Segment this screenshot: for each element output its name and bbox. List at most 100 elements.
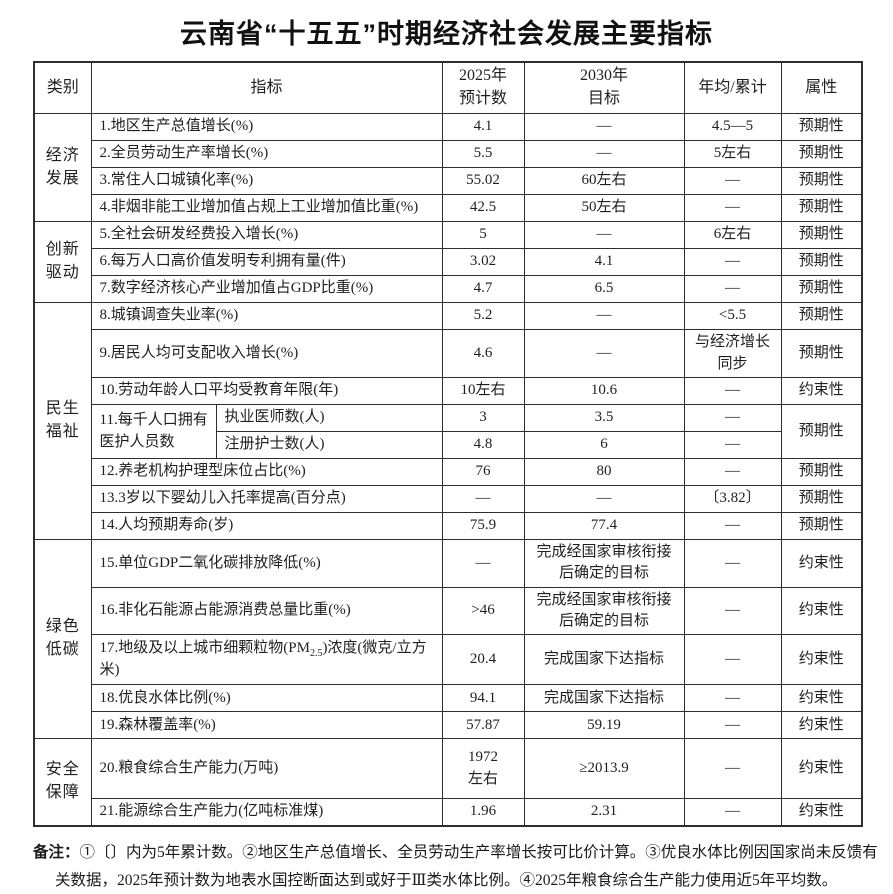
value-2030-cell: 6 (523, 431, 685, 459)
avg-cell: — (683, 167, 782, 195)
table-row: 10.劳动年龄人口平均受教育年限(年) 10左右 10.6 — 约束性 (34, 377, 863, 405)
avg-cell: — (683, 711, 782, 740)
table-row: 16.非化石能源占能源消费总量比重(%) >46 完成经国家审核衔接 后确定的目… (34, 586, 863, 636)
attr-cell: 预期性 (780, 329, 863, 378)
avg-cell: — (683, 684, 782, 713)
table-row: 19.森林覆盖率(%) 57.87 59.19 — 约束性 (34, 711, 863, 740)
indicator-cell: 19.森林覆盖率(%) (90, 711, 443, 740)
attr-cell: 预期性 (780, 167, 863, 195)
value-2025-cell: 1.96 (441, 798, 525, 827)
table-row: 21.能源综合生产能力(亿吨标准煤) 1.96 2.31 — 约束性 (34, 798, 863, 827)
avg-cell: — (683, 248, 782, 276)
value-2025-cell: 4.7 (441, 275, 525, 303)
indicator-subscript: 2.5 (309, 648, 323, 660)
value-2030-cell: 4.1 (523, 248, 685, 276)
avg-cell: — (683, 539, 782, 588)
value-2025-cell: 1972 左右 (441, 738, 525, 800)
value-2030-cell: — (523, 302, 685, 330)
indicator-cell: 10.劳动年龄人口平均受教育年限(年) (90, 377, 443, 405)
indicator-cell: 6.每万人口高价值发明专利拥有量(件) (90, 248, 443, 276)
table-row: 创新 驱动 5.全社会研发经费投入增长(%) 5 — 6左右 预期性 (33, 221, 863, 303)
indicator-text-post: )浓度(微克/立方米) (99, 640, 427, 678)
value-2025-cell: 5.5 (441, 140, 525, 168)
attr-cell: 预期性 (780, 248, 863, 276)
avg-cell: — (683, 377, 782, 405)
value-2025-cell: — (441, 539, 525, 588)
indicator-cell: 1.地区生产总值增长(%) (90, 113, 443, 141)
col-header-category: 类别 (33, 61, 92, 114)
table-row: 9.居民人均可支配收入增长(%) 4.6 — 与经济增长 同步 预期性 (34, 329, 863, 378)
attr-cell: 约束性 (780, 738, 863, 800)
value-2025-cell: 5 (441, 221, 525, 249)
table-row: 经济 发展 1.地区生产总值增长(%) 4.1 — 4.5—5 预期性 (33, 113, 863, 222)
indicator-cell: 18.优良水体比例(%) (90, 684, 443, 713)
footnote-label: 备注： (33, 843, 80, 861)
table-row: 绿色 低碳 15.单位GDP二氧化碳排放降低(%) — 完成经国家审核衔接 后确… (33, 538, 863, 740)
table-row: 4.非烟非能工业增加值占规上工业增加值比重(%) 42.5 50左右 — 预期性 (34, 194, 863, 222)
page-title: 云南省“十五五”时期经济社会发展主要指标 (180, 19, 713, 49)
attr-cell: 预期性 (780, 275, 863, 303)
avg-cell: 与经济增长 同步 (683, 329, 782, 378)
col-header-indicator: 指标 (90, 61, 443, 114)
indicator-cell: 13.3岁以下婴幼儿入托率提高(百分点) (90, 485, 443, 513)
value-2030-cell: 77.4 (523, 512, 685, 540)
indicator-cell: 4.非烟非能工业增加值占规上工业增加值比重(%) (90, 194, 443, 222)
value-2030-cell: 6.5 (523, 275, 685, 303)
sub-indicator-cell: 注册护士数(人) (215, 431, 443, 459)
attr-cell: 约束性 (780, 539, 863, 588)
indicator-cell: 2.全员劳动生产率增长(%) (90, 140, 443, 168)
avg-cell: — (683, 404, 782, 432)
table-row: 14.人均预期寿命(岁) 75.9 77.4 — 预期性 (34, 512, 863, 540)
attr-cell: 约束性 (780, 684, 863, 713)
attr-cell: 预期性 (780, 113, 863, 141)
col-header-avg: 年均/累计 (683, 61, 782, 114)
sub-indicator-cell: 执业医师数(人) (215, 404, 443, 432)
avg-cell: <5.5 (683, 302, 782, 330)
indicator-cell: 7.数字经济核心产业增加值占GDP比重(%) (90, 275, 443, 303)
avg-cell: — (683, 738, 782, 800)
indicator-cell: 20.粮食综合生产能力(万吨) (90, 738, 443, 800)
avg-cell: — (683, 798, 782, 827)
avg-cell: 6左右 (683, 221, 782, 249)
value-2025-cell: 20.4 (441, 634, 525, 686)
category-cell-innovation: 创新 驱动 (33, 221, 92, 303)
value-2025-cell: 3.02 (441, 248, 525, 276)
value-2025-cell: 4.6 (441, 329, 525, 378)
value-2025-cell: — (441, 485, 525, 513)
value-2030-cell: ≥2013.9 (523, 738, 685, 800)
indicator-group-cell: 11.每千人口拥有 医护人员数 (90, 404, 217, 459)
indicator-cell: 8.城镇调查失业率(%) (90, 302, 443, 330)
category-cell-economy: 经济 发展 (33, 113, 92, 222)
table-row: 2.全员劳动生产率增长(%) 5.5 — 5左右 预期性 (34, 140, 863, 168)
value-2030-cell: 80 (523, 458, 685, 486)
table-row: 安全 保障 20.粮食综合生产能力(万吨) 1972 左右 ≥2013.9 — … (33, 738, 863, 827)
value-2030-cell: 60左右 (523, 167, 685, 195)
value-2025-cell: 55.02 (441, 167, 525, 195)
value-2030-cell: 10.6 (523, 377, 685, 405)
attr-cell: 预期性 (780, 458, 863, 486)
avg-cell: — (683, 586, 782, 636)
value-2030-cell: 完成国家下达指标 (523, 684, 685, 713)
value-2030-cell: — (523, 221, 685, 249)
table-row: 13.3岁以下婴幼儿入托率提高(百分点) — — 〔3.82〕 预期性 (34, 485, 863, 513)
value-2025-cell: 76 (441, 458, 525, 486)
avg-cell: 4.5—5 (683, 113, 782, 141)
attr-cell: 约束性 (780, 798, 863, 827)
attr-cell: 约束性 (780, 634, 863, 686)
table-row: 17.地级及以上城市细颗粒物(PM2.5)浓度(微克/立方米) 20.4 完成国… (34, 634, 863, 686)
avg-cell: 〔3.82〕 (683, 485, 782, 513)
value-2030-cell: — (523, 329, 685, 378)
attr-cell: 预期性 (780, 140, 863, 168)
value-2025-cell: 10左右 (441, 377, 525, 405)
indicator-text-pre: 17.地级及以上城市细颗粒物(PM (99, 640, 310, 657)
table-row: 6.每万人口高价值发明专利拥有量(件) 3.02 4.1 — 预期性 (34, 248, 863, 276)
indicator-cell: 17.地级及以上城市细颗粒物(PM2.5)浓度(微克/立方米) (90, 634, 443, 686)
indicator-cell: 16.非化石能源占能源消费总量比重(%) (90, 586, 443, 636)
attr-cell: 约束性 (780, 586, 863, 636)
attr-cell: 预期性 (780, 221, 863, 249)
indicator-cell: 9.居民人均可支配收入增长(%) (90, 329, 443, 378)
table-row: 12.养老机构护理型床位占比(%) 76 80 — 预期性 (34, 458, 863, 486)
value-2025-cell: 4.8 (441, 431, 525, 459)
avg-cell: — (683, 634, 782, 686)
avg-cell: — (683, 275, 782, 303)
